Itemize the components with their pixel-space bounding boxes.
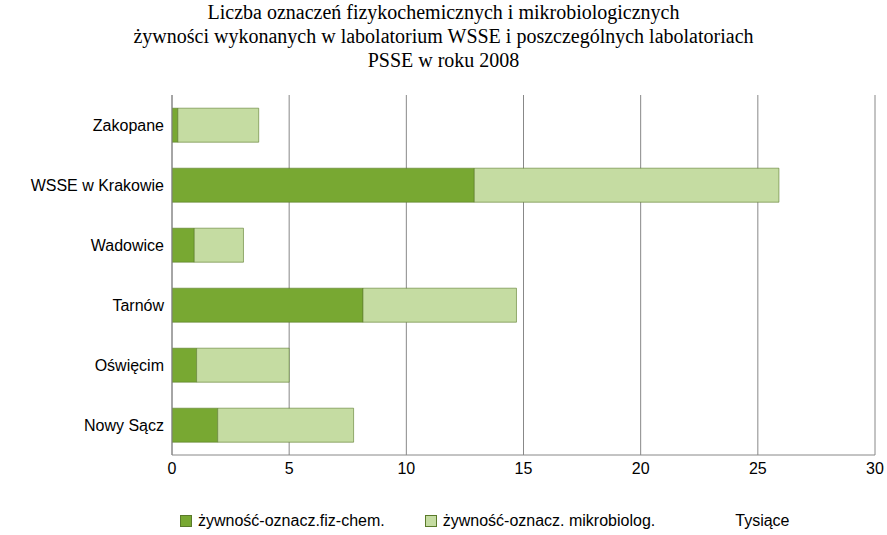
svg-text:Wadowice: Wadowice [91,237,164,254]
html-text:Liczba oznaczeń fizykochemiczn: Liczba oznaczeń fizykochemicznych i mikr… [207,1,680,23]
svg-text:Zakopane: Zakopane [93,117,164,134]
svg-text:WSSE w Krakowie: WSSE w Krakowie [31,177,164,194]
html-text:PSSE w roku 2008: PSSE w roku 2008 [367,49,520,71]
svg-text:0: 0 [168,460,177,477]
html-text:żywności wykonanych w labolato: żywności wykonanych w labolatorium WSSE … [133,25,754,47]
svg-text:Nowy Sącz: Nowy Sącz [84,417,164,434]
svg-text:Tarnów: Tarnów [112,297,164,314]
html-text:Tysiące: Tysiące [735,512,790,529]
svg-text:15: 15 [515,460,533,477]
svg-text:5: 5 [285,460,294,477]
svg-text:Oświęcim: Oświęcim [95,357,164,374]
svg-text:25: 25 [749,460,767,477]
html-text:żywność-oznacz.fiz-chem.: żywność-oznacz.fiz-chem. [198,512,385,529]
html-text:żywność-oznacz. mikrobiolog.: żywność-oznacz. mikrobiolog. [442,512,656,529]
svg-text:30: 30 [866,460,879,477]
svg-text:20: 20 [632,460,650,477]
svg-text:10: 10 [397,460,415,477]
